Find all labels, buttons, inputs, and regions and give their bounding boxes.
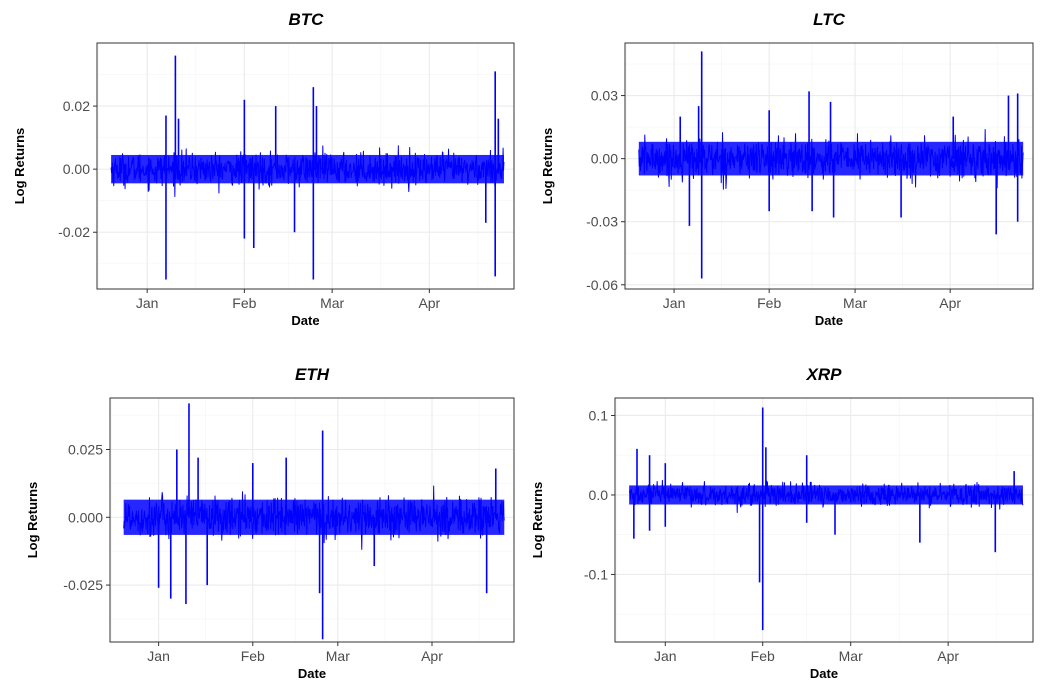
plot-frame [109, 397, 515, 643]
x-tick-label: Mar [843, 295, 867, 311]
y-tick-label: 0.025 [68, 442, 103, 458]
x-axis-label: Date [810, 666, 838, 681]
x-tick-label: Feb [232, 295, 256, 311]
chart-title: BTC [289, 10, 325, 29]
y-tick-label: 0.00 [591, 151, 618, 167]
x-tick-label: Mar [839, 648, 863, 664]
chart-title: ETH [295, 365, 330, 384]
plot-frame [96, 42, 515, 290]
y-axis-label: Log Returns [12, 128, 27, 205]
y-tick-label: -0.06 [586, 277, 618, 293]
y-axis-label: Log Returns [25, 482, 40, 559]
chart-title: LTC [813, 10, 846, 29]
x-axis-label: Date [815, 313, 843, 328]
plot-frame [624, 42, 1034, 290]
chart-title: XRP [806, 365, 843, 384]
x-tick-label: Feb [757, 295, 781, 311]
x-tick-label: Apr [418, 295, 440, 311]
x-tick-label: Jan [147, 648, 170, 664]
y-axis-label: Log Returns [530, 482, 545, 559]
y-tick-label: -0.02 [58, 224, 90, 240]
series-band [123, 499, 505, 535]
x-axis-label: Date [291, 313, 319, 328]
x-tick-label: Mar [326, 648, 350, 664]
chart-panel-eth: Jan Feb Mar Apr -0.025 0.000 0.025 ETH Date Log R… [25, 365, 515, 681]
plot-frame [614, 397, 1034, 643]
x-tick-label: Mar [320, 295, 344, 311]
y-axis-label: Log Returns [540, 128, 555, 205]
x-tick-label: Feb [241, 648, 265, 664]
series-band [111, 154, 504, 184]
y-tick-label: -0.1 [584, 566, 608, 582]
x-tick-label: Apr [939, 295, 961, 311]
x-tick-label: Apr [937, 648, 959, 664]
x-tick-label: Apr [421, 648, 443, 664]
y-tick-label: 0.02 [63, 98, 90, 114]
x-axis-label: Date [298, 666, 326, 681]
x-tick-label: Feb [751, 648, 775, 664]
y-tick-label: 0.03 [591, 88, 618, 104]
y-tick-label: 0.0 [589, 487, 609, 503]
chart-panel-ltc: Jan Feb Mar Apr -0.06 -0.03 0.00 0.03 LTC Date Log… [540, 10, 1034, 328]
y-tick-label: 0.00 [63, 161, 90, 177]
y-tick-label: 0.000 [68, 509, 103, 525]
chart-panel-xrp: Jan Feb Mar Apr -0.1 0.0 0.1 XRP Date Log Returns [530, 365, 1034, 681]
x-tick-label: Jan [663, 295, 686, 311]
y-tick-label: 0.1 [589, 407, 609, 423]
y-tick-label: -0.03 [586, 214, 618, 230]
x-tick-label: Jan [654, 648, 677, 664]
y-tick-label: -0.025 [63, 577, 103, 593]
series-band [629, 485, 1023, 505]
chart-panel-btc: Jan Feb Mar Apr -0.02 0.00 0.02 BTC Date Log Retu… [12, 10, 515, 328]
x-tick-label: Jan [136, 295, 159, 311]
